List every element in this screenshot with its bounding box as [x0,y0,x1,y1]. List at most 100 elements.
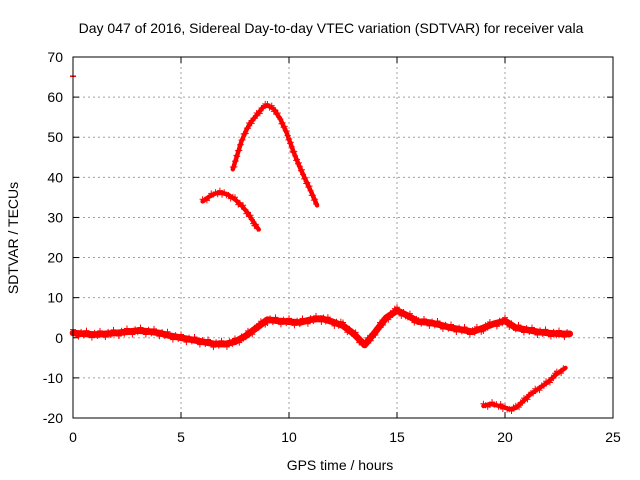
data-point [380,322,387,329]
data-point [307,315,314,322]
data-point [287,139,294,146]
series-arc-2 [229,100,320,208]
data-point [202,340,209,347]
data-point [260,105,267,112]
data-point [530,390,537,397]
data-point [385,316,392,323]
data-point [148,330,155,337]
x-tick-label: 10 [281,429,297,445]
data-point [248,216,255,223]
data-point [480,328,487,335]
y-tick-label: 50 [47,129,63,145]
data-point [275,317,282,324]
data-point [236,339,243,346]
data-point [536,387,543,394]
data-point [280,316,287,323]
data-point [491,320,498,327]
data-point [284,132,291,139]
data-point [167,332,174,339]
y-tick-label: 0 [55,330,63,346]
data-point [221,341,228,348]
data-point [354,334,361,341]
data-point [283,320,290,327]
data-point [375,326,382,333]
data-point [493,323,500,330]
data-point [91,329,98,336]
data-point [210,344,217,351]
data-point [94,333,101,340]
data-point [244,125,251,132]
data-point [213,339,220,346]
y-tick-label: -20 [43,410,63,426]
data-point [302,318,309,325]
data-point [107,332,114,339]
data-point [196,341,203,348]
data-point [456,324,463,331]
plot-area [69,75,574,414]
data-point [188,338,195,345]
data-point [545,329,552,336]
data-point [159,329,166,336]
data-point [372,332,379,339]
data-point [175,335,182,342]
data-point [236,199,243,206]
data-point [506,323,513,330]
y-tick-label: 40 [47,169,63,185]
data-point [471,329,478,336]
data-point [558,330,565,337]
data-point [496,317,503,324]
data-point [415,317,422,324]
data-point [272,107,279,114]
data-point [251,115,258,122]
data-point [126,328,133,335]
data-point [72,330,79,337]
data-point [389,312,396,319]
data-point [86,331,93,338]
data-point [164,328,171,335]
data-point [358,336,364,343]
data-point [484,324,491,331]
data-point [272,314,279,321]
data-point [145,326,152,333]
data-point [304,179,311,186]
data-point [540,383,547,390]
data-point [233,152,240,159]
data-point [502,314,508,321]
data-point [232,194,238,201]
data-point [279,119,286,126]
data-point [406,310,413,317]
x-tick-label: 5 [177,429,185,445]
data-point [248,120,255,127]
data-point [268,102,275,109]
data-point [241,206,248,213]
data-point [216,187,223,194]
data-point [458,328,465,335]
data-point [295,159,302,166]
data-point [286,135,293,142]
data-point [254,225,261,232]
data-point [423,319,430,326]
data-point [291,322,298,329]
data-point [303,180,310,187]
data-point [178,331,184,338]
data-point [142,331,149,338]
y-tick-label: 60 [47,89,63,105]
data-point [519,400,526,407]
plot-frame [72,56,614,419]
data-point [356,339,363,346]
data-point [518,325,525,332]
y-tick-label: 70 [47,49,63,65]
data-point [499,320,506,327]
data-point [240,202,247,209]
data-point [229,341,236,348]
data-point [558,370,565,377]
data-point [78,328,85,335]
data-point [537,327,544,334]
data-point [553,332,560,339]
data-point [118,327,125,334]
data-point [231,163,238,170]
data-point [309,192,316,199]
data-point [296,321,303,328]
data-point [270,108,277,115]
data-point [352,329,359,336]
